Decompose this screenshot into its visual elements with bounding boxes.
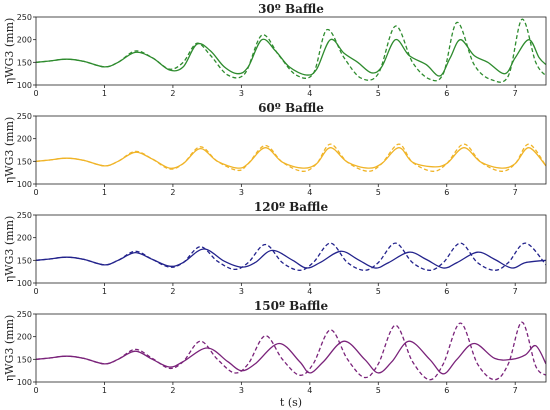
y-tick-label: 100 [17,81,32,90]
panel-title: 30º Baffle [258,2,324,16]
y-tick-label: 100 [17,279,32,288]
y-axis-label: ηWG3 (mm) [3,18,16,85]
x-tick-label: 0 [33,188,38,197]
x-tick-label: 2 [170,386,175,395]
y-tick-label: 100 [17,180,32,189]
dashed-series-line [36,242,546,271]
y-axis-label: ηWG3 (mm) [3,315,16,382]
dashed-series-line [36,18,546,83]
y-tick-label: 200 [17,36,32,45]
solid-series-line [36,248,546,269]
y-tick-label: 150 [17,157,32,166]
plot-frame [35,16,547,86]
x-tick-label: 7 [513,188,518,197]
x-tick-label: 5 [376,287,381,296]
x-tick-label: 7 [513,89,518,98]
x-tick-label: 4 [307,188,312,197]
solid-series-line [36,38,546,77]
panel-title: 60º Baffle [258,101,324,115]
x-tick-label: 4 [307,386,312,395]
plot-frame [35,313,547,383]
x-axis-label: t (s) [280,396,302,409]
x-tick-label: 3 [239,287,244,296]
solid-series-line [36,147,546,169]
plot-frame [35,214,547,284]
x-tick-label: 0 [33,386,38,395]
x-tick-label: 6 [444,287,449,296]
y-tick-label: 200 [17,234,32,243]
x-tick-label: 6 [444,89,449,98]
y-tick-label: 100 [17,378,32,387]
x-tick-label: 1 [102,188,107,197]
x-tick-label: 1 [102,386,107,395]
y-tick-label: 250 [17,211,32,220]
x-tick-label: 5 [376,89,381,98]
x-tick-label: 5 [376,188,381,197]
x-tick-label: 3 [239,188,244,197]
y-tick-label: 250 [17,310,32,319]
x-tick-label: 1 [102,287,107,296]
panel-title: 120º Baffle [254,200,329,214]
x-tick-label: 6 [444,188,449,197]
x-tick-label: 6 [444,386,449,395]
x-tick-label: 3 [239,89,244,98]
y-tick-label: 200 [17,135,32,144]
dashed-series-line [36,143,546,172]
x-tick-label: 0 [33,89,38,98]
x-tick-label: 4 [307,89,312,98]
x-tick-label: 5 [376,386,381,395]
x-tick-label: 7 [513,287,518,296]
y-tick-label: 150 [17,256,32,265]
x-tick-label: 0 [33,287,38,296]
panel-title: 150º Baffle [254,299,329,313]
x-tick-label: 1 [102,89,107,98]
y-tick-label: 250 [17,112,32,121]
y-tick-label: 200 [17,333,32,342]
y-axis-label: ηWG3 (mm) [3,216,16,283]
x-tick-label: 2 [170,287,175,296]
y-tick-label: 150 [17,58,32,67]
x-tick-label: 3 [239,386,244,395]
x-tick-label: 2 [170,89,175,98]
x-tick-label: 2 [170,188,175,197]
y-axis-label: ηWG3 (mm) [3,117,16,184]
y-tick-label: 150 [17,355,32,364]
y-tick-label: 250 [17,13,32,22]
x-tick-label: 7 [513,386,518,395]
plot-frame [35,115,547,185]
x-tick-label: 4 [307,287,312,296]
